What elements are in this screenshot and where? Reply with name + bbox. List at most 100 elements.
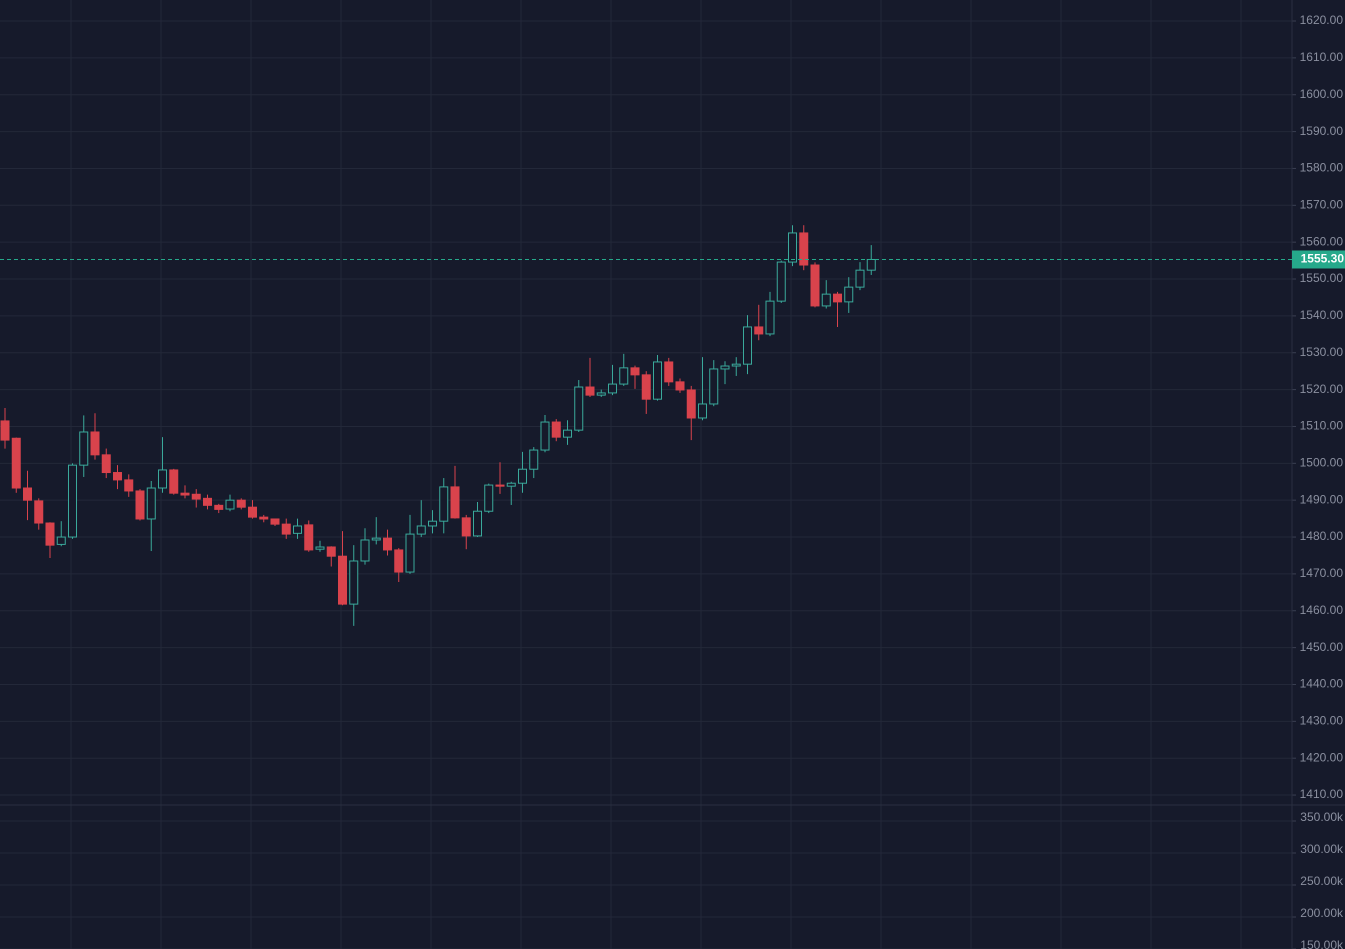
candle-body — [473, 510, 482, 537]
candle-body — [169, 469, 179, 494]
candle-body — [248, 506, 257, 518]
candle-body — [34, 500, 44, 524]
candle-body — [664, 361, 674, 383]
candle-body — [56, 536, 66, 545]
y-tick-label: 1420.00 — [1300, 750, 1344, 764]
y-tick-label: 1570.00 — [1300, 197, 1344, 211]
candle-body — [461, 517, 471, 537]
y-tick-label: 1560.00 — [1300, 234, 1344, 248]
candle-body — [428, 520, 437, 527]
volume-tick-label: 350.00k — [1300, 810, 1344, 824]
candle-body — [180, 492, 190, 496]
candle-body — [68, 464, 77, 538]
candle-body — [495, 484, 505, 487]
candle-body — [619, 367, 629, 385]
candle-body — [338, 555, 347, 605]
candle-body — [810, 264, 820, 307]
candle-body — [113, 472, 122, 481]
y-tick-label: 1460.00 — [1300, 603, 1344, 617]
y-tick-label: 1600.00 — [1300, 87, 1344, 101]
candle-body — [518, 468, 527, 484]
candle-body — [563, 429, 572, 438]
y-tick-label: 1520.00 — [1300, 382, 1344, 396]
candle-body — [653, 361, 662, 400]
candle-body — [686, 389, 696, 419]
candle-body — [821, 293, 831, 307]
y-tick-label: 1470.00 — [1300, 566, 1344, 580]
candle-body — [203, 497, 212, 506]
y-tick-label: 1410.00 — [1300, 787, 1344, 801]
volume-tick-label: 200.00k — [1300, 906, 1344, 920]
candle-body — [540, 421, 550, 451]
candle-body — [90, 431, 100, 456]
candle-body — [765, 300, 775, 335]
candle-body — [641, 374, 651, 400]
y-tick-label: 1530.00 — [1300, 345, 1344, 359]
y-tick-label: 1610.00 — [1300, 50, 1344, 64]
candle-body — [225, 499, 235, 510]
candle-body — [79, 431, 89, 466]
y-tick-label: 1440.00 — [1300, 677, 1344, 691]
candle-body — [731, 363, 741, 367]
candle-body — [506, 482, 516, 487]
candle-body — [743, 326, 752, 365]
candle-body — [439, 486, 449, 522]
candle-body — [833, 293, 842, 303]
candle-body — [326, 546, 336, 557]
candle-body — [405, 533, 415, 573]
candle-body — [394, 549, 404, 573]
y-tick-label: 1450.00 — [1300, 640, 1344, 654]
last-price-box — [1292, 250, 1345, 269]
candle-body — [630, 367, 640, 376]
candle-body — [0, 420, 10, 441]
candle-body — [124, 479, 134, 492]
candle-body — [101, 454, 111, 474]
last-price-label: 1555.30 — [1301, 252, 1345, 266]
y-tick-label: 1580.00 — [1300, 161, 1344, 175]
candle-body — [608, 383, 617, 394]
candle-body — [315, 546, 325, 550]
candle-body — [754, 326, 764, 335]
candle-body — [270, 518, 280, 525]
candle-body — [146, 487, 156, 520]
y-tick-label: 1540.00 — [1300, 308, 1344, 322]
y-tick-label: 1480.00 — [1300, 529, 1344, 543]
candle-body — [11, 437, 21, 489]
candle-body — [776, 261, 786, 302]
candle-body — [866, 258, 876, 271]
candle-body — [529, 449, 539, 470]
candle-body — [304, 524, 314, 551]
candle-body — [484, 484, 494, 512]
candle-body — [788, 232, 797, 263]
candle-body — [158, 469, 167, 489]
candle-body — [23, 487, 32, 501]
candle-body — [45, 522, 55, 546]
y-tick-label: 1430.00 — [1300, 714, 1344, 728]
candle-body — [720, 365, 730, 370]
candle-body — [416, 525, 426, 535]
candle-body — [675, 381, 685, 391]
candle-body — [698, 403, 707, 419]
candle-body — [214, 504, 224, 510]
y-tick-label: 1620.00 — [1300, 13, 1344, 27]
candle-body — [360, 539, 370, 562]
y-tick-label: 1500.00 — [1300, 455, 1344, 469]
y-tick-label: 1590.00 — [1300, 124, 1344, 138]
candle-body — [281, 523, 291, 535]
candle-body — [551, 421, 561, 438]
candle-body — [799, 232, 809, 266]
candle-body — [574, 386, 584, 431]
candle-body — [135, 490, 145, 520]
candle-body — [191, 493, 201, 500]
candle-body — [259, 516, 269, 520]
candle-body — [585, 386, 595, 396]
y-tick-label: 1490.00 — [1300, 492, 1344, 506]
candle-body — [450, 486, 460, 519]
candle-body — [349, 560, 359, 605]
candle-body — [383, 537, 392, 551]
volume-tick-label: 300.00k — [1300, 842, 1344, 856]
volume-tick-label: 250.00k — [1300, 874, 1344, 888]
y-tick-label: 1550.00 — [1300, 271, 1344, 285]
